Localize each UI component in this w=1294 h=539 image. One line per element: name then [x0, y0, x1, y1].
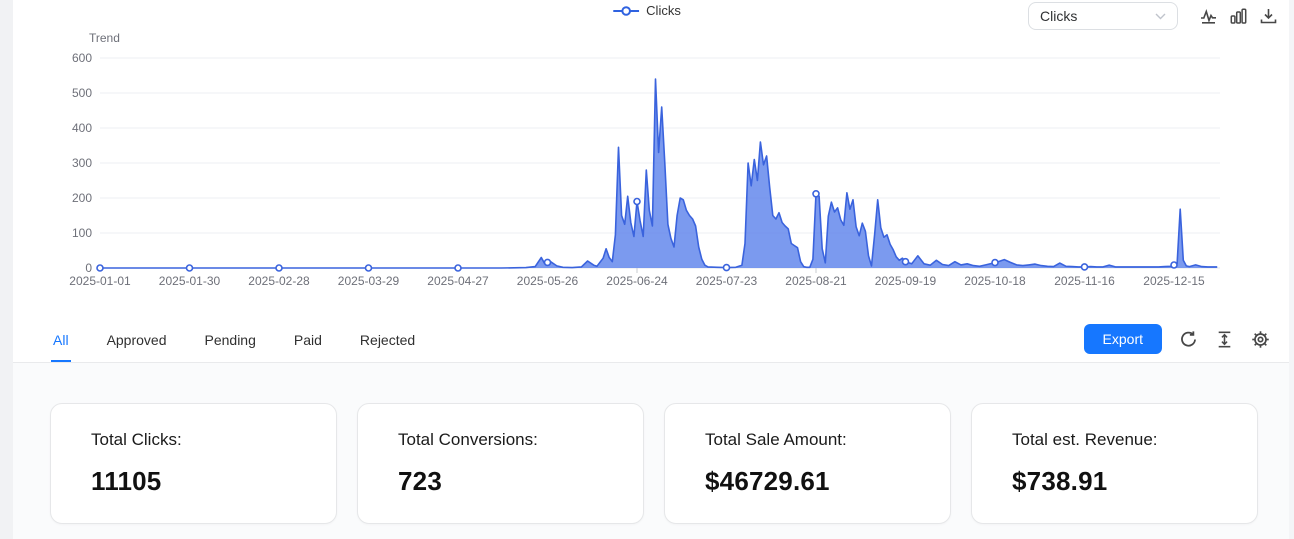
- tab-pending[interactable]: Pending: [204, 332, 256, 348]
- metric-select-value: Clicks: [1040, 8, 1078, 24]
- chart-type-toggle-group: [1199, 7, 1278, 25]
- chart-panel: [13, 0, 1289, 363]
- stat-card-value: $738.91: [1012, 466, 1108, 496]
- stat-card-label: Total Clicks:: [91, 430, 182, 449]
- legend-item-clicks[interactable]: Clicks: [613, 3, 681, 18]
- svg-text:2025-08-21: 2025-08-21: [785, 274, 847, 288]
- svg-text:500: 500: [72, 86, 92, 100]
- status-tabs: All Approved Pending Paid Rejected: [51, 329, 417, 362]
- stat-card: Total Sale Amount: $46729.61: [664, 403, 951, 524]
- svg-text:2025-02-28: 2025-02-28: [248, 274, 310, 288]
- stat-card-value: $46729.61: [705, 466, 830, 496]
- row-height-icon[interactable]: [1215, 330, 1234, 349]
- stat-card: Total Clicks: 11105: [50, 403, 337, 524]
- trend-chart: 0 100 200 300 400 500 600 Trend 2025-01-01 2025-0…: [69, 31, 1220, 288]
- svg-text:2025-03-29: 2025-03-29: [338, 274, 400, 288]
- page-left-gutter: [0, 0, 13, 539]
- tab-rejected[interactable]: Rejected: [359, 332, 416, 348]
- tab-paid[interactable]: Paid: [293, 332, 322, 348]
- stat-card-label: Total est. Revenue:: [1012, 430, 1158, 449]
- svg-text:2025-09-19: 2025-09-19: [875, 274, 937, 288]
- tab-all[interactable]: All: [51, 329, 71, 362]
- stat-card: Total est. Revenue: $738.91: [971, 403, 1258, 524]
- stat-card-value: 723: [398, 466, 442, 496]
- line-chart-icon[interactable]: [1199, 7, 1218, 25]
- settings-icon[interactable]: [1251, 330, 1270, 349]
- stat-card-value: 11105: [91, 466, 162, 496]
- svg-text:100: 100: [72, 226, 92, 240]
- stat-card-label: Total Sale Amount:: [705, 430, 847, 449]
- svg-text:200: 200: [72, 191, 92, 205]
- bar-chart-icon[interactable]: [1229, 7, 1248, 25]
- legend-label: Clicks: [646, 3, 681, 18]
- legend-line-marker-icon: [613, 5, 640, 16]
- svg-text:2025-12-15: 2025-12-15: [1143, 274, 1205, 288]
- refresh-icon[interactable]: [1179, 330, 1198, 349]
- svg-text:Trend: Trend: [89, 31, 120, 45]
- tab-approved[interactable]: Approved: [106, 332, 167, 348]
- export-button[interactable]: Export: [1083, 324, 1162, 354]
- svg-text:2025-01-30: 2025-01-30: [159, 274, 221, 288]
- svg-text:2025-11-16: 2025-11-16: [1054, 274, 1115, 288]
- metric-select[interactable]: Clicks: [1028, 2, 1178, 30]
- svg-text:2025-01-01: 2025-01-01: [69, 274, 131, 288]
- stat-cards: Total Clicks: 11105 Total Conversions: 723 T…: [50, 403, 1258, 524]
- svg-text:2025-05-26: 2025-05-26: [517, 274, 579, 288]
- download-icon[interactable]: [1259, 7, 1278, 25]
- svg-text:2025-04-27: 2025-04-27: [427, 274, 489, 288]
- svg-text:2025-07-23: 2025-07-23: [696, 274, 758, 288]
- table-actions: Export: [1083, 324, 1270, 354]
- chevron-down-icon: [1155, 13, 1166, 19]
- svg-text:400: 400: [72, 121, 92, 135]
- svg-text:300: 300: [72, 156, 92, 170]
- svg-text:2025-10-18: 2025-10-18: [964, 274, 1026, 288]
- stat-card-label: Total Conversions:: [398, 430, 538, 449]
- stat-card: Total Conversions: 723: [357, 403, 644, 524]
- svg-text:600: 600: [72, 51, 92, 65]
- svg-text:0: 0: [85, 261, 92, 275]
- chart-controls: Clicks: [1028, 2, 1278, 30]
- svg-text:2025-06-24: 2025-06-24: [606, 274, 668, 288]
- page-right-gutter: [1289, 0, 1294, 539]
